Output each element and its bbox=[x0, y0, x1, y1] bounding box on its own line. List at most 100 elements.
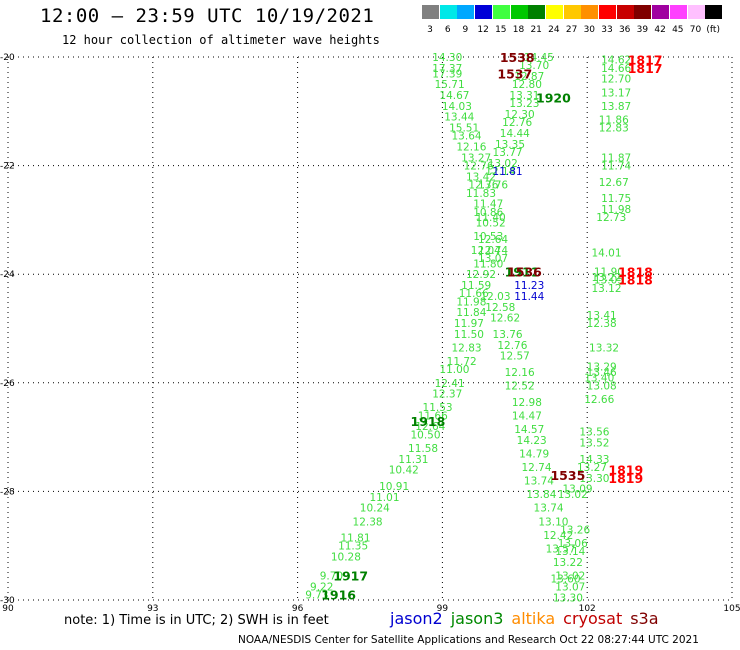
wave-height-value: 12.87 bbox=[514, 71, 544, 83]
pass-time-label: 1535 bbox=[550, 468, 585, 483]
wave-height-value: 10.42 bbox=[389, 465, 419, 477]
wave-height-value: 11.97 bbox=[454, 318, 484, 330]
x-tick-label: 105 bbox=[723, 604, 740, 614]
wave-height-value: 11.23 bbox=[514, 280, 544, 292]
wave-height-value: 13.70 bbox=[519, 60, 549, 72]
wave-height-value: 14.44 bbox=[500, 128, 530, 140]
chart-subtitle: 12 hour collection of altimeter wave hei… bbox=[62, 33, 380, 47]
wave-height-value: 14.67 bbox=[439, 90, 469, 102]
wave-height-value: 11.72 bbox=[447, 356, 477, 368]
pass-time-label: 1918 bbox=[411, 414, 446, 429]
chart-title: 12:00 – 23:59 UTC 10/19/2021 bbox=[40, 5, 375, 27]
wave-height-value: 12.76 bbox=[464, 161, 494, 173]
color-swatch bbox=[528, 5, 546, 19]
wave-height-value: 11.74 bbox=[601, 161, 631, 173]
wave-height-value: 14.45 bbox=[524, 52, 554, 64]
wave-height-value: 17.39 bbox=[432, 68, 462, 80]
color-swatch bbox=[599, 5, 616, 19]
color-swatch bbox=[457, 5, 475, 19]
color-scale-label: 30 bbox=[583, 25, 596, 35]
wave-height-value: 10.28 bbox=[331, 552, 361, 564]
wave-height-value: 13.31 bbox=[509, 90, 539, 102]
wave-height-value: 14.66 bbox=[601, 63, 631, 75]
wave-height-value: 11.66 bbox=[459, 288, 489, 300]
wave-height-value: 11.81 bbox=[340, 533, 370, 545]
color-swatch bbox=[616, 5, 634, 19]
wave-height-value: 12.70 bbox=[601, 74, 631, 86]
wave-height-value: 12.98 bbox=[512, 397, 542, 409]
wave-height-value: 14.03 bbox=[442, 101, 472, 113]
pass-time-label: 1536 bbox=[507, 264, 542, 279]
wave-height-value: 13.32 bbox=[589, 343, 619, 355]
color-scale-label: 33 bbox=[601, 25, 613, 35]
wave-height-value: 13.76 bbox=[493, 329, 523, 341]
legend-entry: altika bbox=[511, 609, 556, 628]
color-swatch bbox=[669, 5, 687, 19]
wave-height-value: 13.41 bbox=[587, 310, 617, 322]
wave-height-value: 11.75 bbox=[601, 193, 631, 205]
wave-height-value: 13.02 bbox=[558, 489, 588, 501]
y-tick-label: -24 bbox=[0, 270, 15, 280]
footer-credit: NOAA/NESDIS Center for Satellite Applica… bbox=[238, 634, 699, 646]
wave-height-value: 11.47 bbox=[473, 199, 503, 211]
wave-height-value: 12.76 bbox=[497, 340, 527, 352]
wave-height-value: 12.67 bbox=[599, 177, 629, 189]
y-tick-label: -30 bbox=[0, 596, 15, 606]
y-tick-label: -26 bbox=[0, 379, 15, 389]
color-swatch bbox=[510, 5, 528, 19]
wave-height-value: 11.87 bbox=[601, 152, 631, 164]
color-swatch bbox=[475, 5, 493, 19]
wave-height-value: 13.14 bbox=[555, 546, 585, 558]
color-swatch bbox=[705, 5, 723, 19]
wave-height-value: 9.22 bbox=[310, 581, 333, 593]
wave-height-value: 10.50 bbox=[410, 429, 440, 441]
color-scale-label: 12 bbox=[477, 25, 489, 35]
x-tick-label: 96 bbox=[292, 604, 304, 614]
wave-height-value: 11.98 bbox=[601, 204, 631, 216]
wave-height-value: 12.66 bbox=[584, 394, 614, 406]
wave-height-value: 10.91 bbox=[379, 481, 409, 493]
wave-height-value: 11.83 bbox=[466, 188, 496, 200]
color-scale-label: 36 bbox=[618, 25, 631, 35]
color-scale-label: 39 bbox=[636, 25, 649, 35]
pass-time-label: 1817 bbox=[628, 53, 663, 68]
legend-entry: s3a bbox=[630, 609, 659, 628]
pass-time-label: 1917 bbox=[333, 569, 368, 584]
legend-entry: cryosat bbox=[563, 609, 623, 628]
wave-height-value: 13.17 bbox=[601, 87, 631, 99]
wave-height-value: 13.74 bbox=[534, 503, 564, 515]
wave-height-value: 13.35 bbox=[495, 139, 525, 151]
footer-note: note: 1) Time is in UTC; 2) SWH is in fe… bbox=[64, 613, 329, 628]
color-scale-label: 9 bbox=[462, 25, 469, 35]
wave-height-value: 13.26 bbox=[560, 524, 590, 536]
wave-height-value: 12.38 bbox=[587, 318, 617, 330]
legend-entry: jason3 bbox=[450, 609, 504, 628]
y-tick-label: -22 bbox=[0, 162, 15, 172]
wave-height-value: 13.40 bbox=[584, 372, 614, 384]
wave-height-value: 11.40 bbox=[476, 212, 506, 224]
wave-height-value: 12.37 bbox=[432, 389, 462, 401]
wave-height-value: 12.58 bbox=[485, 302, 515, 314]
wave-height-value: 10.24 bbox=[360, 503, 390, 515]
satellite-legend: jason2 jason3 altika cryosat s3a bbox=[390, 609, 667, 628]
wave-height-value: 12.76 bbox=[502, 117, 532, 129]
color-swatch bbox=[563, 5, 581, 19]
color-scale-label: (ft) bbox=[706, 25, 720, 35]
wave-height-value: 12.76 bbox=[468, 180, 498, 192]
wave-height-value: 15.71 bbox=[435, 79, 465, 91]
wave-height-value: 10.86 bbox=[473, 207, 503, 219]
wave-height-value: 13.05 bbox=[594, 275, 624, 287]
x-tick-label: 102 bbox=[579, 604, 596, 614]
pass-time-label: 1819 bbox=[608, 463, 643, 478]
wave-height-value: 13.10 bbox=[538, 516, 568, 528]
wave-height-value: 11.53 bbox=[423, 402, 453, 414]
wave-height-value: 12.03 bbox=[480, 291, 510, 303]
color-scale-label: 24 bbox=[548, 25, 560, 35]
color-scale-label: 42 bbox=[654, 25, 666, 35]
wave-height-value: 9.70 bbox=[320, 571, 343, 583]
color-scale-label: 3 bbox=[427, 25, 433, 35]
wave-height-value: 14.01 bbox=[591, 247, 621, 259]
wave-height-value: 12.04 bbox=[471, 245, 501, 257]
wave-height-value: 12.64 bbox=[415, 421, 445, 433]
